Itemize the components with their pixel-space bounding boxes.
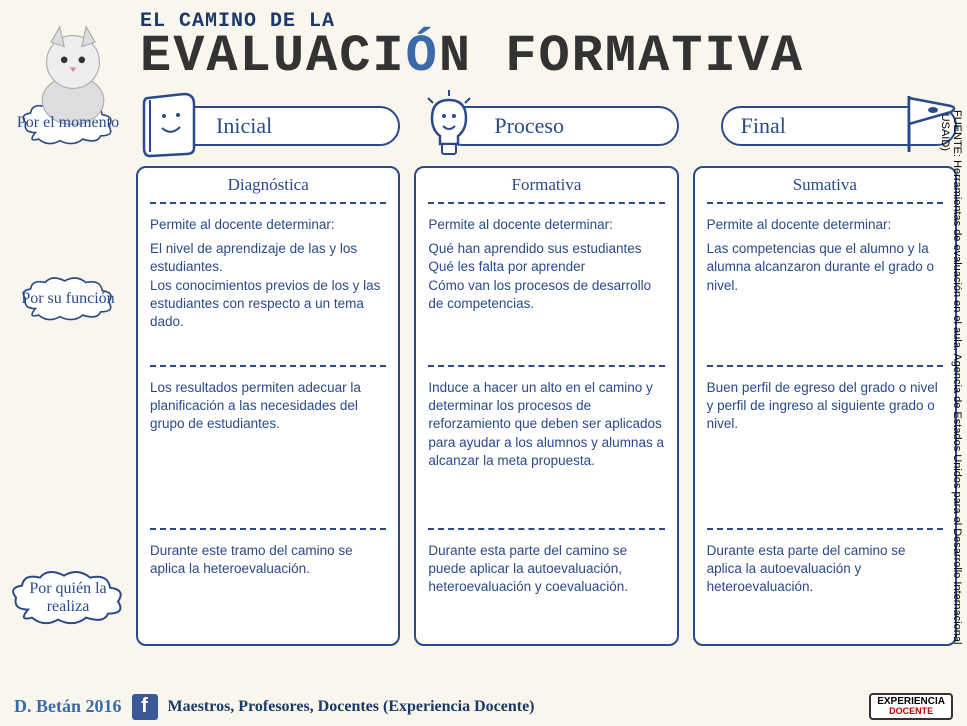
box-sumativa: Sumativa Permite al docente determinar: … [693, 166, 957, 646]
separator [707, 365, 943, 367]
section-quien: Durante esta parte del camino se puede a… [428, 538, 664, 636]
section-funcion1: Permite al docente determinar: El nivel … [150, 212, 386, 362]
separator [428, 202, 664, 204]
section-quien: Durante este tramo del camino se aplica … [150, 538, 386, 636]
book-icon [136, 88, 206, 158]
stage-header-proceso: Proceso [414, 88, 678, 158]
cloud-quien: Por quién la realiza [8, 566, 128, 629]
columns-container: Inicial Diagnóstica Permite al docente d… [136, 88, 957, 646]
box-formativa: Formativa Permite al docente determinar:… [414, 166, 678, 646]
box-title: Sumativa [707, 174, 943, 199]
header: EL CAMINO DE LA EVALUACIÓN FORMATIVA [0, 0, 967, 88]
cloud-label: Por el momento [8, 100, 128, 146]
main-grid: Por el momento Por su función Por quién … [0, 88, 967, 646]
section-funcion1: Permite al docente determinar: Qué han a… [428, 212, 664, 362]
box-title: Diagnóstica [150, 174, 386, 199]
column-inicial: Inicial Diagnóstica Permite al docente d… [136, 88, 400, 646]
separator [707, 202, 943, 204]
column-final: Final Sumativa Permite al docente determ… [693, 88, 957, 646]
section-funcion1: Permite al docente determinar: Las compe… [707, 212, 943, 362]
separator [428, 365, 664, 367]
cloud-momento: Por el momento [8, 100, 128, 146]
stage-header-inicial: Inicial [136, 88, 400, 158]
separator [150, 202, 386, 204]
column-proceso: Proceso Formativa Permite al docente det… [414, 88, 678, 646]
separator [150, 528, 386, 530]
intro-text: Permite al docente determinar: [150, 216, 386, 234]
cloud-label: Por quién la realiza [8, 566, 128, 629]
content-text: El nivel de aprendizaje de las y los est… [150, 240, 386, 331]
cloud-label: Por su función [8, 276, 128, 322]
source-citation: FUENTE: Herramientas de evaluación en el… [939, 110, 963, 670]
row-labels-column: Por el momento Por su función Por quién … [8, 88, 128, 646]
intro-text: Permite al docente determinar: [707, 216, 943, 234]
stage-header-final: Final [693, 88, 957, 158]
separator [150, 365, 386, 367]
section-quien: Durante esta parte del camino se aplica … [707, 538, 943, 636]
section-funcion2: Buen perfil de egreso del grado o nivel … [707, 375, 943, 525]
lightbulb-icon [414, 88, 484, 158]
flag-icon [893, 88, 963, 158]
main-title: EVALUACIÓN FORMATIVA [140, 31, 947, 83]
facebook-icon: f [132, 694, 158, 720]
content-text: Las competencias que el alumno y la alum… [707, 240, 943, 295]
section-funcion2: Induce a hacer un alto en el camino y de… [428, 375, 664, 525]
footer: D. Betán 2016 f Maestros, Profesores, Do… [0, 693, 967, 720]
cloud-funcion: Por su función [8, 276, 128, 322]
section-funcion2: Los resultados permiten adecuar la plani… [150, 375, 386, 525]
footer-page-name: Maestros, Profesores, Docentes (Experien… [168, 698, 535, 716]
content-text: Qué han aprendido sus estudiantes Qué le… [428, 240, 664, 313]
box-title: Formativa [428, 174, 664, 199]
separator [428, 528, 664, 530]
brand-logo: EXPERIENCIA DOCENTE [869, 693, 953, 720]
separator [707, 528, 943, 530]
box-diagnostica: Diagnóstica Permite al docente determina… [136, 166, 400, 646]
author-credit: D. Betán 2016 [14, 696, 122, 717]
intro-text: Permite al docente determinar: [428, 216, 664, 234]
